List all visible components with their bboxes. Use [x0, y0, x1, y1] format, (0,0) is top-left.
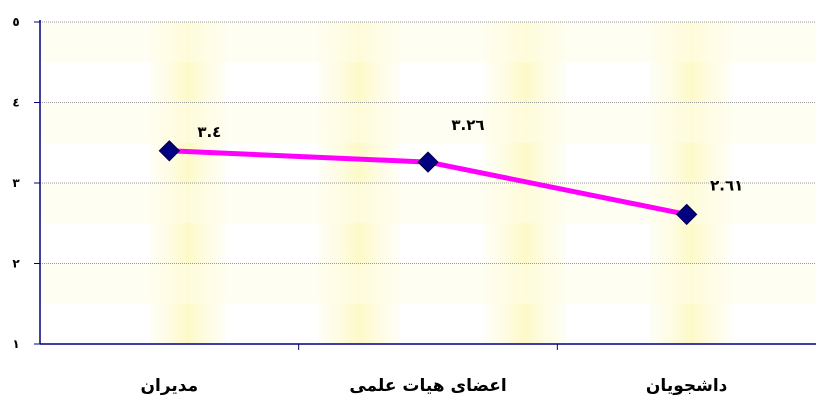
- x-category-label: داشجویان: [646, 376, 728, 396]
- data-label: ۳.٤: [197, 123, 221, 141]
- y-tick-label: ۱: [12, 337, 19, 351]
- y-tick-label: ۲: [12, 257, 20, 271]
- data-label: ۲.٦۱: [710, 176, 743, 194]
- series: [158, 140, 698, 226]
- gridlines: [40, 21, 816, 264]
- data-label: ۳.۲٦: [451, 116, 484, 134]
- y-tick-label: ۳: [12, 176, 20, 190]
- background-row: [40, 263, 816, 304]
- y-tick-label: ٤: [12, 96, 19, 110]
- x-category-label: اعضای هیات علمی: [349, 376, 506, 396]
- data-point-marker: [158, 140, 181, 162]
- data-point-marker: [417, 151, 439, 173]
- background-row: [40, 183, 816, 224]
- plot-background: [40, 22, 816, 344]
- data-point-marker: [675, 203, 698, 226]
- background-row: [40, 22, 816, 63]
- data-labels: ۲.٦۱ ۳.۲٦ ۳.٤: [197, 116, 743, 194]
- x-category-label: مدیران: [141, 376, 199, 396]
- axes: [39, 20, 816, 350]
- y-tick-label: ٥: [12, 15, 19, 29]
- x-axis-labels: داشجویان اعضای هیات علمی مدیران: [141, 376, 728, 396]
- background-row: [40, 102, 816, 143]
- y-axis-ticks: ۱ ۲ ۳ ٤ ٥: [12, 15, 40, 351]
